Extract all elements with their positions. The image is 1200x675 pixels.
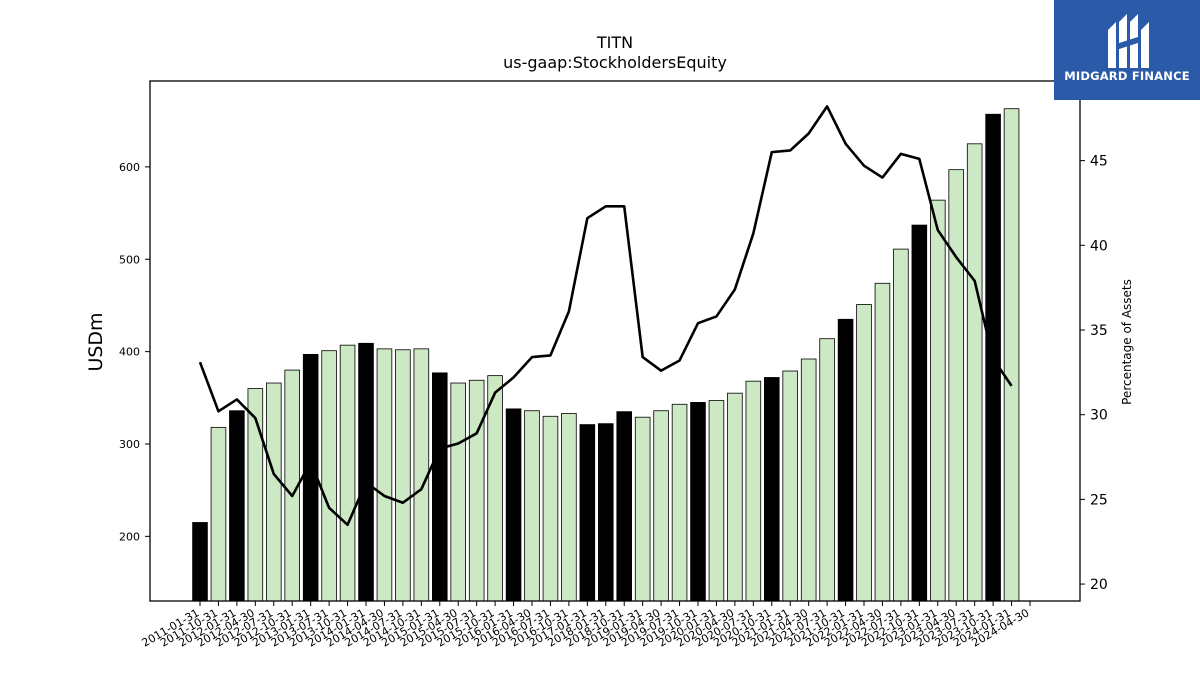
bar	[431, 372, 448, 602]
bar	[634, 416, 651, 602]
bar	[819, 338, 835, 602]
bar	[376, 348, 393, 602]
bar	[745, 380, 762, 602]
chart-subtitle: us-gaap:StockholdersEquity	[503, 53, 727, 72]
bar	[690, 402, 706, 602]
bar	[874, 282, 891, 602]
bar	[542, 415, 559, 602]
bar	[727, 392, 743, 602]
bar	[339, 344, 356, 602]
percentage-line	[198, 105, 1013, 527]
bar	[893, 248, 909, 602]
y-tick-label: 400	[119, 346, 140, 359]
bar	[856, 304, 872, 602]
bar	[524, 410, 540, 602]
bar	[358, 342, 374, 602]
bar	[192, 522, 208, 602]
line-group	[198, 105, 1013, 527]
brand-name: MIDGARD FINANCE	[1064, 69, 1190, 83]
bar	[579, 424, 596, 602]
bar	[671, 403, 688, 602]
brand-logo: MIDGARD FINANCE	[1054, 0, 1200, 100]
bar	[468, 379, 485, 602]
y-tick-label: 500	[119, 253, 140, 266]
chart-title: TITN	[596, 33, 633, 52]
bar	[930, 199, 946, 602]
y2-tick-label: 40	[1090, 238, 1108, 254]
bar	[395, 349, 411, 602]
y2-tick-label: 25	[1090, 492, 1108, 508]
bar	[321, 350, 337, 602]
y2-tick-label: 35	[1090, 323, 1108, 339]
bar	[598, 423, 614, 602]
bar	[966, 143, 983, 602]
bar	[764, 377, 780, 602]
y-tick-label: 600	[119, 161, 140, 174]
bar	[948, 169, 965, 602]
bar	[911, 224, 928, 602]
y2-tick-label: 20	[1090, 577, 1108, 593]
y2-tick-label: 30	[1090, 408, 1108, 424]
y-tick-label: 300	[119, 438, 140, 451]
plot-frame	[149, 80, 1081, 602]
right-axis: 20 25 30 35 40 45	[1080, 154, 1108, 593]
bar	[800, 358, 817, 602]
y-tick-label: 200	[119, 530, 140, 543]
bar	[229, 410, 245, 602]
bar	[450, 382, 466, 602]
bottom-axis: 2011-01-312011-10-312012-01-312012-04-30…	[140, 601, 1032, 650]
y2-tick-label: 45	[1090, 154, 1108, 170]
left-axis: 200 300 400 500 600	[119, 161, 150, 543]
bar	[210, 426, 227, 602]
bar	[653, 410, 669, 602]
bar	[487, 375, 503, 602]
midgard-finance-logo-icon	[1108, 14, 1149, 68]
y-axis-label: USDm	[85, 312, 107, 371]
y2-axis-label: Percentage of Assets	[1120, 279, 1134, 405]
bar	[1003, 108, 1020, 602]
bar	[505, 408, 522, 602]
bar	[561, 413, 577, 602]
bar	[708, 400, 725, 602]
bar	[265, 382, 282, 602]
bars-group	[192, 108, 1020, 602]
bar	[782, 370, 799, 602]
bar	[837, 318, 854, 602]
bar	[616, 411, 633, 602]
